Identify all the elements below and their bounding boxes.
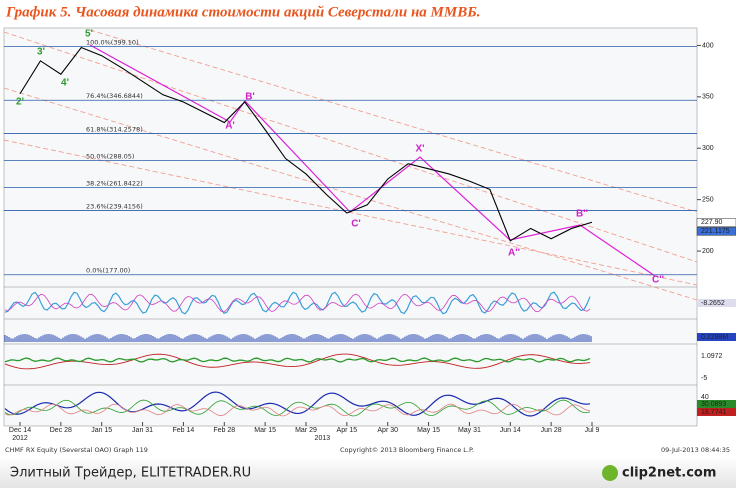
indicators [4, 291, 592, 417]
panel-label: -8.2652 [701, 300, 725, 307]
wave-label: 2' [16, 97, 24, 108]
panel-tag [697, 333, 736, 341]
x-tick-label: Feb 28 [213, 427, 235, 434]
x-tick-label: Dec 28 [50, 427, 72, 434]
x-tick-label: Feb 14 [173, 427, 195, 434]
panel-label: 40 [701, 394, 709, 401]
x-tick-label: Jan 15 [91, 427, 112, 434]
year-label: 2012 [12, 435, 28, 442]
fib-label: 38.2%(261.8422) [86, 179, 143, 187]
footer-right: 09-Jul-2013 08:44:35 [661, 446, 730, 454]
x-tick-label: Jan 31 [132, 427, 153, 434]
indicator-line [4, 353, 591, 370]
panel-tag [697, 400, 736, 408]
wave-label: A' [225, 121, 235, 132]
panel-label: 0.2298M [701, 334, 728, 341]
price-tag-label: 221.1175 [701, 228, 730, 235]
wave-label: 3' [37, 47, 45, 58]
wave-label: B'' [576, 209, 588, 220]
price-tag [696, 227, 736, 236]
y-tick-label: 250 [702, 197, 714, 204]
indicator-line [4, 291, 591, 315]
indicator-line [4, 399, 591, 417]
x-tick-label: Jul 9 [585, 427, 600, 434]
x-tick-label: May 15 [417, 427, 440, 434]
wave-lines [89, 44, 656, 277]
price-tag [696, 218, 736, 227]
fib-label: 76.4%(346.6844) [86, 92, 143, 100]
indicator-line [4, 293, 591, 313]
year-label: 2013 [315, 435, 331, 442]
panel-separators [4, 286, 697, 386]
channel [3, 29, 698, 301]
indicator-line [4, 357, 591, 363]
wave-label: 4' [61, 78, 69, 89]
x-tick-label: Jun 28 [541, 427, 562, 434]
panel-label: 18.7741 [701, 409, 726, 416]
x-tick-label: Mar 15 [254, 427, 276, 434]
panel-label: 30.0893 [701, 401, 726, 408]
indicator-line [4, 403, 591, 417]
fib-label: 0.0%(177.00) [86, 267, 130, 275]
fib-label: 100.0%(399.10) [86, 38, 139, 46]
x-tick-label: Apr 15 [337, 427, 358, 434]
wave-label: C'' [652, 275, 664, 286]
wave-label: X' [415, 144, 424, 155]
watermark-left: Элитный Трейдер, ELITETRADER.RU [10, 466, 251, 481]
x-tick-label: May 31 [458, 427, 481, 434]
indicator-line [4, 391, 591, 417]
price-tag-label: 227.90 [701, 219, 723, 226]
x-tick-label: Apr 30 [377, 427, 398, 434]
title: График 5. Часовая динамика стоимости акц… [5, 4, 481, 20]
wave-label: A'' [508, 248, 520, 259]
watermark-right: clip2net.com [622, 466, 716, 481]
y-tick-label: 300 [702, 145, 714, 152]
logo-icon [602, 465, 618, 481]
price-line [19, 46, 593, 242]
y-tick-label: 400 [702, 42, 714, 49]
fib-label: 50.0%(288.05) [86, 153, 134, 161]
footer-left: CHMF RX Equity (Severstal OAO) Graph 119 [5, 446, 148, 454]
wave-label: 5' [85, 29, 93, 40]
x-tick-label: Mar 29 [295, 427, 317, 434]
panel-tag [697, 408, 736, 416]
footer-center: Copyright© 2013 Bloomberg Finance L.P. [340, 446, 474, 454]
panel-label: -5 [701, 375, 707, 382]
panel-label: 1.0972 [701, 353, 723, 360]
panel-tag [697, 299, 736, 307]
y-tick-label: 200 [702, 248, 714, 255]
wave-label: B' [245, 92, 255, 103]
wave-label: C' [351, 219, 361, 230]
fib-label: 23.6%(239.4156) [86, 203, 143, 211]
fib-label: 61.8%(314.2578) [86, 126, 143, 134]
x-tick-label: Dec 14 [9, 427, 31, 434]
y-tick-label: 350 [702, 94, 714, 101]
x-tick-label: Jun 14 [500, 427, 521, 434]
